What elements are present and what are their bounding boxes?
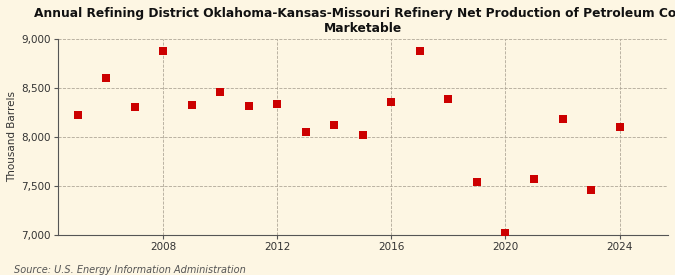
Point	[186, 103, 197, 108]
Point	[472, 180, 483, 184]
Point	[244, 104, 254, 109]
Point	[414, 48, 425, 53]
Title: Annual Refining District Oklahoma-Kansas-Missouri Refinery Net Production of Pet: Annual Refining District Oklahoma-Kansas…	[34, 7, 675, 35]
Point	[557, 117, 568, 121]
Point	[272, 102, 283, 107]
Point	[358, 133, 369, 137]
Point	[529, 177, 539, 181]
Y-axis label: Thousand Barrels: Thousand Barrels	[7, 91, 17, 182]
Point	[72, 113, 83, 117]
Point	[586, 187, 597, 192]
Point	[215, 90, 225, 94]
Point	[101, 76, 111, 80]
Point	[614, 125, 625, 129]
Point	[300, 130, 311, 134]
Text: Source: U.S. Energy Information Administration: Source: U.S. Energy Information Administ…	[14, 265, 245, 275]
Point	[443, 96, 454, 101]
Point	[130, 105, 140, 110]
Point	[158, 48, 169, 53]
Point	[386, 100, 397, 105]
Point	[500, 230, 511, 235]
Point	[329, 123, 340, 127]
